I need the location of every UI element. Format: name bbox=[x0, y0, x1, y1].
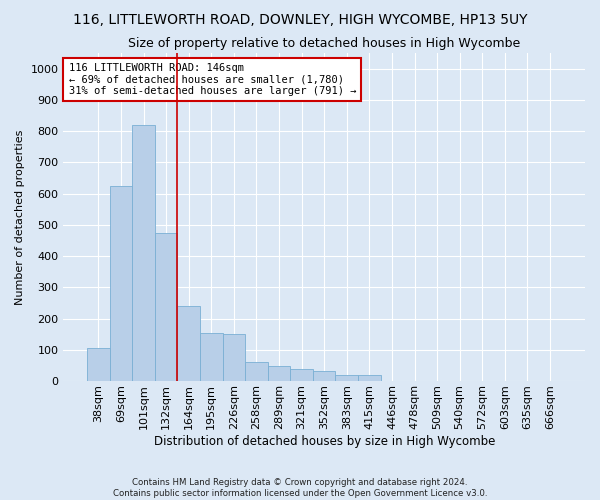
Bar bbox=[110, 186, 132, 381]
Bar bbox=[155, 232, 178, 381]
Bar bbox=[132, 125, 155, 381]
Text: Contains HM Land Registry data © Crown copyright and database right 2024.
Contai: Contains HM Land Registry data © Crown c… bbox=[113, 478, 487, 498]
Bar bbox=[245, 362, 268, 381]
Bar bbox=[200, 332, 223, 381]
Bar bbox=[335, 376, 358, 381]
Bar bbox=[313, 371, 335, 381]
Bar bbox=[178, 306, 200, 381]
Bar bbox=[358, 376, 380, 381]
Text: 116, LITTLEWORTH ROAD, DOWNLEY, HIGH WYCOMBE, HP13 5UY: 116, LITTLEWORTH ROAD, DOWNLEY, HIGH WYC… bbox=[73, 12, 527, 26]
Bar bbox=[223, 334, 245, 381]
Bar bbox=[87, 348, 110, 381]
Bar bbox=[268, 366, 290, 381]
X-axis label: Distribution of detached houses by size in High Wycombe: Distribution of detached houses by size … bbox=[154, 434, 495, 448]
Text: 116 LITTLEWORTH ROAD: 146sqm
← 69% of detached houses are smaller (1,780)
31% of: 116 LITTLEWORTH ROAD: 146sqm ← 69% of de… bbox=[68, 63, 356, 96]
Y-axis label: Number of detached properties: Number of detached properties bbox=[15, 130, 25, 304]
Bar bbox=[290, 369, 313, 381]
Title: Size of property relative to detached houses in High Wycombe: Size of property relative to detached ho… bbox=[128, 38, 520, 51]
